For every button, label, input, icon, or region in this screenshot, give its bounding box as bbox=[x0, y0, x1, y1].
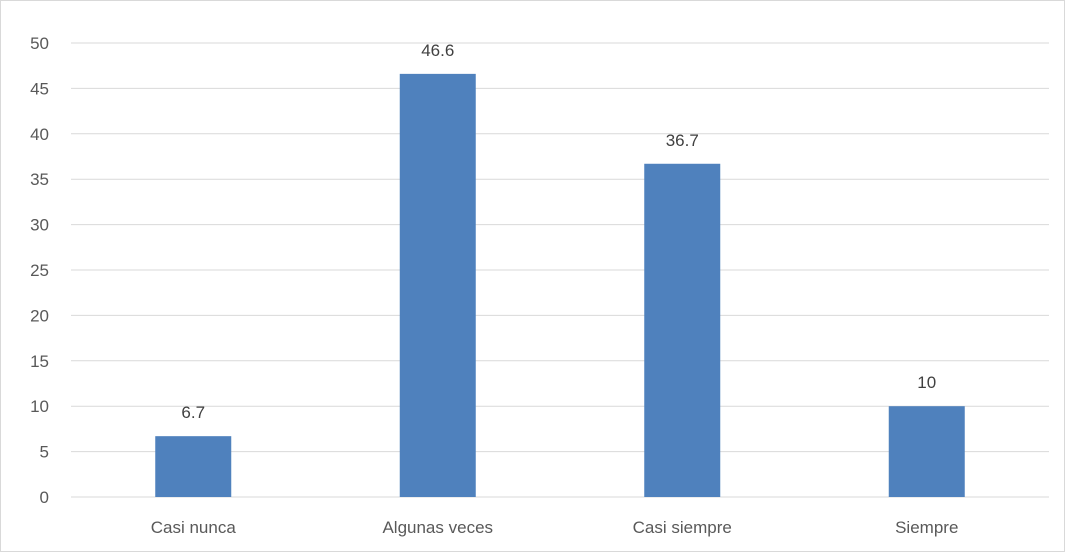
y-tick-label: 5 bbox=[40, 443, 49, 462]
y-tick-label: 35 bbox=[30, 170, 49, 189]
bar bbox=[888, 406, 965, 497]
y-axis-ticks: 0 5 10 15 20 25 30 35 40 45 50 bbox=[30, 34, 49, 507]
y-tick-label: 0 bbox=[40, 488, 49, 507]
x-tick-label: Casi siempre bbox=[633, 518, 732, 537]
x-tick-label: Siempre bbox=[895, 518, 958, 537]
y-tick-label: 10 bbox=[30, 397, 49, 416]
x-tick-label: Algunas veces bbox=[382, 518, 493, 537]
y-tick-label: 15 bbox=[30, 352, 49, 371]
bar bbox=[399, 73, 476, 497]
y-tick-label: 20 bbox=[30, 306, 49, 325]
x-tick-label: Casi nunca bbox=[151, 518, 237, 537]
data-label: 36.7 bbox=[666, 131, 699, 150]
y-tick-label: 40 bbox=[30, 125, 49, 144]
y-tick-label: 45 bbox=[30, 79, 49, 98]
gridlines bbox=[71, 42, 1049, 498]
data-label: 10 bbox=[917, 373, 936, 392]
bars bbox=[155, 73, 965, 498]
x-axis-ticks: Casi nunca Algunas veces Casi siempre Siemp… bbox=[151, 518, 959, 537]
data-label: 46.6 bbox=[421, 41, 454, 60]
y-tick-label: 30 bbox=[30, 216, 49, 235]
y-tick-label: 25 bbox=[30, 261, 49, 280]
y-tick-label: 50 bbox=[30, 34, 49, 53]
data-labels: 6.7 46.6 36.7 10 bbox=[181, 41, 936, 422]
bar bbox=[155, 436, 232, 497]
bar bbox=[644, 163, 721, 498]
data-label: 6.7 bbox=[181, 403, 205, 422]
